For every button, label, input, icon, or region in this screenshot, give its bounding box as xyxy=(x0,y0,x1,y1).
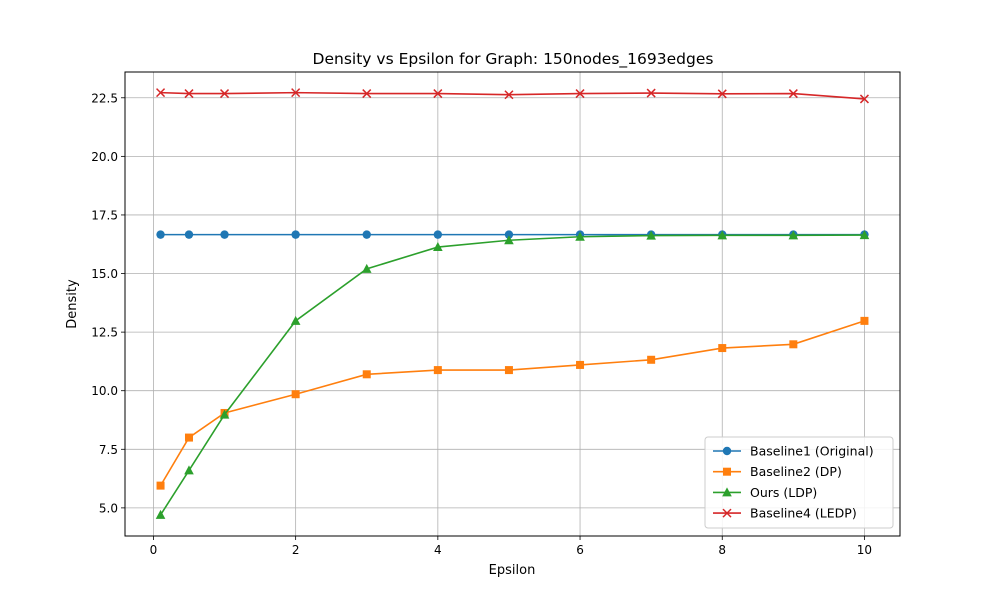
data-point xyxy=(576,360,585,369)
data-point xyxy=(220,89,230,99)
data-point xyxy=(362,370,371,379)
data-point xyxy=(718,344,727,353)
data-point xyxy=(433,242,443,252)
legend-label: Baseline2 (DP) xyxy=(750,464,842,479)
data-point xyxy=(859,94,869,104)
y-axis-label: Density xyxy=(65,279,80,329)
legend-item: Baseline4 (LEDP) xyxy=(713,506,857,521)
data-point xyxy=(219,409,230,419)
legend-label: Baseline4 (LEDP) xyxy=(750,506,857,521)
data-point xyxy=(156,88,166,98)
data-point xyxy=(156,230,165,239)
marker-stroke xyxy=(646,88,656,98)
data-point xyxy=(717,230,728,240)
data-point xyxy=(184,230,194,239)
data-point xyxy=(647,355,656,364)
marker-stroke xyxy=(291,88,301,98)
x-tick-label: 2 xyxy=(292,543,300,557)
marker-stroke xyxy=(433,89,443,99)
marker-stroke xyxy=(859,94,869,104)
marker-stroke xyxy=(788,89,798,99)
data-point xyxy=(291,230,300,239)
x-tick-label: 0 xyxy=(150,543,158,557)
data-point xyxy=(156,481,165,490)
marker-stroke xyxy=(722,508,732,518)
legend-marker xyxy=(722,487,732,497)
series-line xyxy=(159,234,865,516)
series-line xyxy=(160,91,865,100)
data-point xyxy=(575,89,585,99)
data-point xyxy=(433,89,443,99)
data-point xyxy=(433,230,443,239)
legend-label: Ours (LDP) xyxy=(750,485,817,500)
data-point xyxy=(362,89,372,99)
y-tick-label: 20.0 xyxy=(91,150,118,164)
series-layer xyxy=(155,88,870,519)
data-point xyxy=(433,366,442,375)
data-point xyxy=(290,315,301,325)
marker-stroke xyxy=(220,89,230,99)
legend-marker xyxy=(722,446,732,456)
data-point xyxy=(291,88,301,98)
marker-stroke xyxy=(184,89,194,99)
marker-stroke xyxy=(156,88,166,98)
series-3 xyxy=(156,88,869,104)
data-point xyxy=(155,509,166,519)
legend: Baseline1 (Original) Baseline2 (DP) Ours (… xyxy=(704,436,894,529)
series-2 xyxy=(155,230,870,519)
y-tick-label: 15.0 xyxy=(91,267,118,281)
data-point xyxy=(184,433,193,442)
data-point xyxy=(860,316,869,325)
x-tick-label: 4 xyxy=(434,543,442,557)
y-tick-label: 7.5 xyxy=(99,443,118,457)
data-point xyxy=(184,465,194,475)
legend-marker xyxy=(723,467,731,476)
legend-item: Baseline1 (Original) xyxy=(713,444,874,459)
marker-stroke xyxy=(575,89,585,99)
data-point xyxy=(646,88,656,98)
marker-stroke xyxy=(362,89,372,99)
marker-stroke xyxy=(504,90,514,100)
data-point xyxy=(859,230,870,240)
marker-stroke xyxy=(717,89,727,99)
y-tick-label: 5.0 xyxy=(99,501,118,515)
data-point xyxy=(504,90,514,100)
x-axis-label: Epsilon xyxy=(489,563,536,578)
y-tick-label: 17.5 xyxy=(91,208,118,222)
data-point xyxy=(504,235,514,245)
data-point xyxy=(575,231,585,241)
x-axis-ticks: 0 2 4 6 8 10 xyxy=(150,536,872,557)
data-point xyxy=(361,263,372,273)
series-1 xyxy=(156,316,869,490)
legend-marker xyxy=(722,508,732,518)
y-tick-label: 12.5 xyxy=(91,326,118,340)
series-line xyxy=(159,320,865,487)
legend-label: Baseline1 (Original) xyxy=(750,444,874,459)
data-point xyxy=(646,230,656,240)
data-point xyxy=(504,366,513,375)
data-point xyxy=(788,230,799,240)
data-point xyxy=(788,89,798,99)
chart-title: Density vs Epsilon for Graph: 150nodes_1… xyxy=(313,50,714,69)
data-point xyxy=(220,230,229,239)
data-point xyxy=(291,390,300,399)
legend-item: Baseline2 (DP) xyxy=(713,464,842,479)
y-tick-label: 22.5 xyxy=(91,91,118,105)
x-tick-label: 8 xyxy=(718,543,726,557)
data-point xyxy=(717,89,727,99)
x-tick-label: 6 xyxy=(576,543,584,557)
plot-area-frame xyxy=(124,71,901,537)
data-point xyxy=(362,230,371,239)
legend-item: Ours (LDP) xyxy=(713,485,817,500)
x-tick-label: 10 xyxy=(857,543,872,557)
y-axis-ticks: 5.0 7.5 10.0 12.5 15.0 17.5 20.0 22.5 xyxy=(91,91,125,515)
y-tick-label: 10.0 xyxy=(91,384,118,398)
legend-box xyxy=(704,436,894,529)
data-point xyxy=(504,230,514,239)
data-point xyxy=(789,340,798,349)
data-point xyxy=(184,89,194,99)
